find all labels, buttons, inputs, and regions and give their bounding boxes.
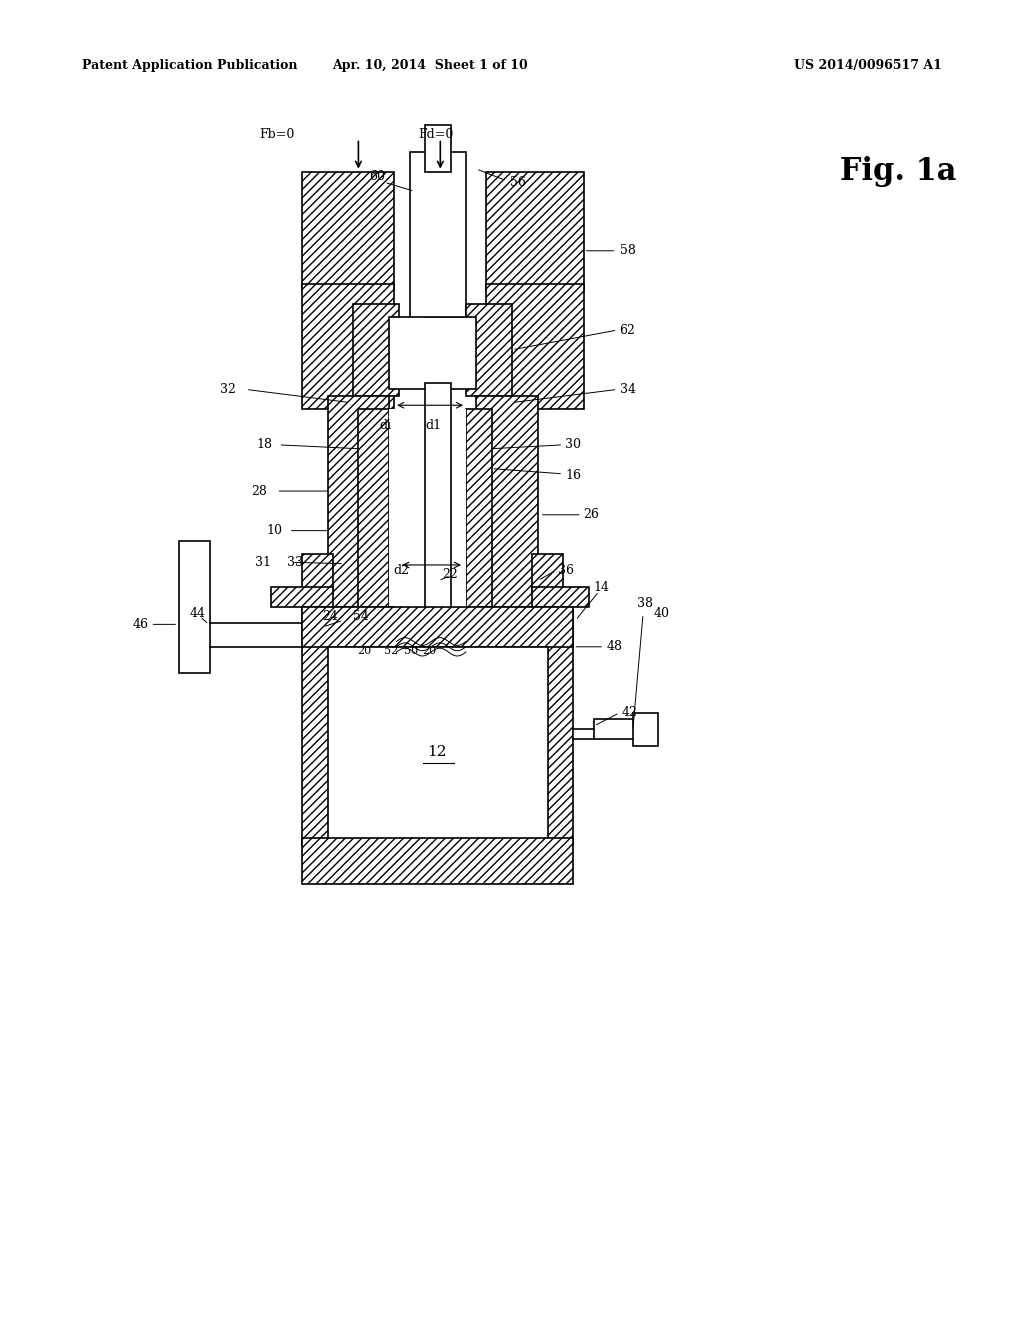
Bar — [271, 587, 333, 607]
Text: Fd=0: Fd=0 — [418, 128, 454, 141]
Text: 54: 54 — [353, 610, 370, 623]
Text: 31: 31 — [255, 556, 271, 569]
Bar — [410, 152, 466, 323]
Text: 14: 14 — [594, 581, 610, 594]
Bar — [476, 396, 538, 620]
Text: 34: 34 — [620, 383, 636, 396]
Bar — [389, 317, 476, 389]
Text: 32: 32 — [220, 383, 237, 396]
Text: Patent Application Publication: Patent Application Publication — [82, 59, 297, 73]
Bar — [466, 304, 512, 396]
Text: Fig. 1a: Fig. 1a — [840, 156, 956, 187]
Text: US 2014/0096517 A1: US 2014/0096517 A1 — [795, 59, 942, 73]
Text: 20: 20 — [357, 645, 372, 656]
Bar — [302, 607, 573, 647]
Bar — [633, 713, 658, 746]
Text: 60: 60 — [369, 170, 385, 183]
Bar — [328, 396, 389, 620]
Bar — [302, 172, 394, 290]
Text: d1: d1 — [425, 418, 441, 432]
Bar — [328, 647, 548, 845]
Bar — [476, 607, 573, 845]
Text: 46: 46 — [132, 618, 148, 631]
Text: 18: 18 — [256, 438, 272, 451]
Text: 22: 22 — [442, 568, 458, 581]
Text: 12: 12 — [427, 746, 447, 759]
Text: 40: 40 — [653, 607, 670, 620]
Text: 42: 42 — [622, 706, 638, 719]
Text: 30: 30 — [565, 438, 582, 451]
Text: Apr. 10, 2014  Sheet 1 of 10: Apr. 10, 2014 Sheet 1 of 10 — [332, 59, 528, 73]
Text: d2: d2 — [393, 564, 410, 577]
Bar — [179, 541, 210, 673]
Bar — [532, 554, 563, 594]
Bar — [486, 284, 584, 409]
Text: 24: 24 — [322, 610, 338, 623]
Bar — [302, 838, 573, 884]
Text: 52: 52 — [384, 645, 398, 656]
Text: 48: 48 — [606, 640, 623, 653]
Bar — [466, 409, 492, 620]
Text: 50: 50 — [404, 645, 419, 656]
Text: 58: 58 — [620, 244, 636, 257]
Text: 56: 56 — [510, 176, 526, 189]
Bar — [594, 719, 635, 739]
Bar — [425, 125, 451, 172]
Bar — [302, 284, 394, 409]
Bar — [353, 304, 399, 396]
Text: 62: 62 — [620, 323, 636, 337]
Bar — [302, 554, 333, 594]
Text: 28: 28 — [251, 484, 267, 498]
Text: 36: 36 — [558, 564, 574, 577]
Bar — [389, 409, 466, 620]
Bar — [425, 383, 451, 686]
Text: 38: 38 — [637, 597, 653, 610]
Text: 44: 44 — [189, 607, 206, 620]
Text: 26: 26 — [584, 508, 600, 521]
Text: Fb=0: Fb=0 — [259, 128, 295, 141]
Text: 33: 33 — [287, 556, 303, 569]
Text: 16: 16 — [565, 469, 582, 482]
Bar — [302, 607, 394, 845]
Text: di: di — [379, 418, 391, 432]
Bar — [532, 587, 589, 607]
Text: 10: 10 — [266, 524, 283, 537]
Bar — [486, 172, 584, 290]
Text: 20: 20 — [422, 645, 436, 656]
Bar — [358, 409, 389, 620]
